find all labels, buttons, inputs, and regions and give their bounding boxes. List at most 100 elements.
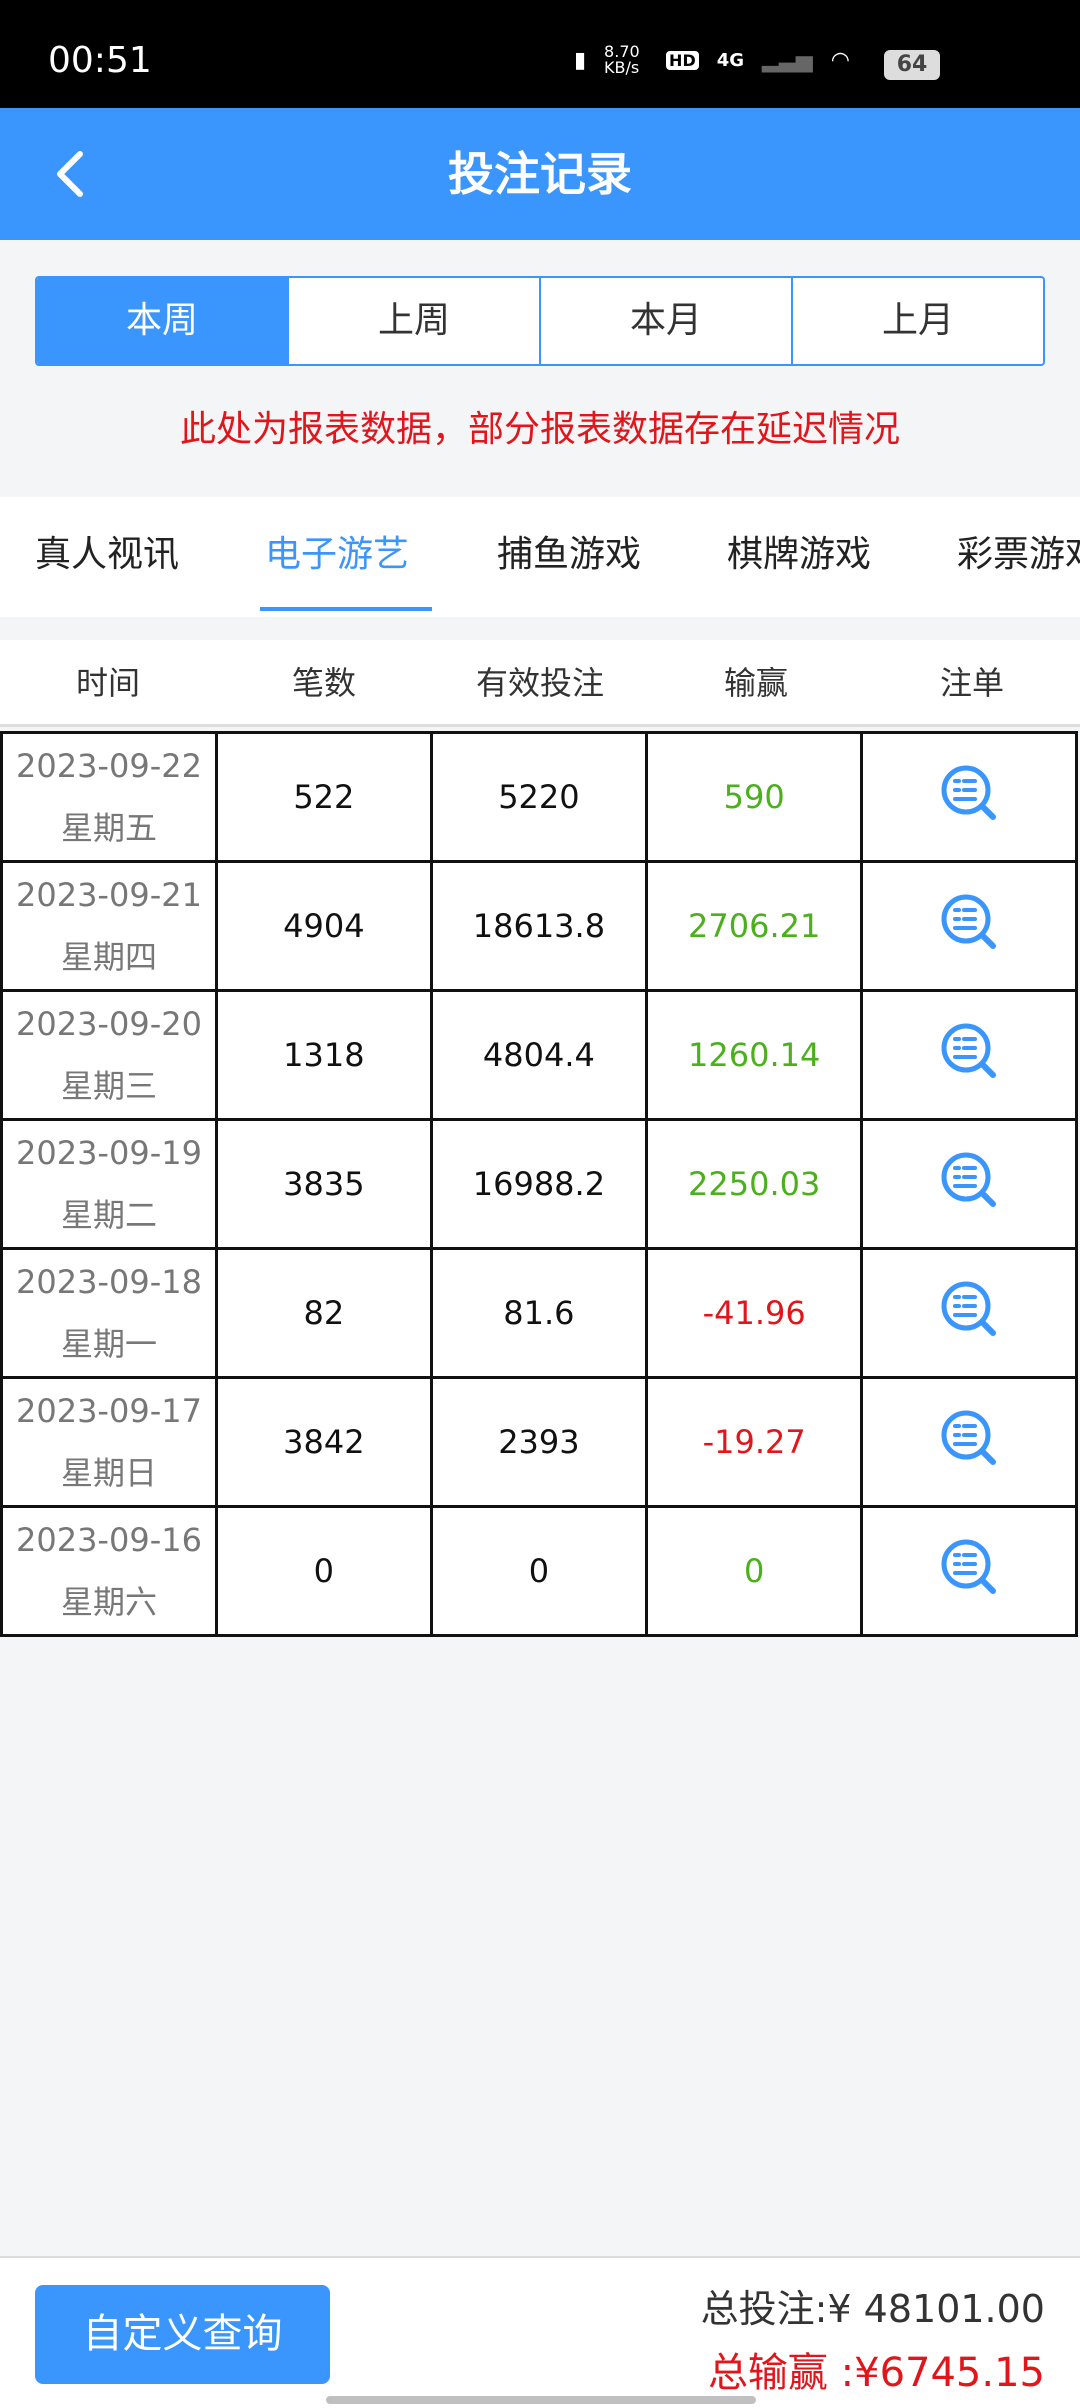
search-list-icon[interactable]	[939, 1281, 999, 1347]
weekday: 星期二	[60, 1196, 157, 1234]
valid-bet-cell: 4804.4	[429, 989, 649, 1121]
table-row: 2023-09-20 星期三 1318 4804.4 1260.14	[0, 989, 1078, 1121]
detail-cell	[860, 1505, 1078, 1637]
table-row: 2023-09-18 星期一 82 81.6 -41.96	[0, 1247, 1078, 1379]
date: 2023-09-16	[15, 1521, 202, 1559]
count-cell: 4904	[214, 860, 433, 992]
weekday: 星期三	[60, 1067, 157, 1105]
footer: 自定义查询 总投注:¥ 48101.00 总输赢 :¥6745.15	[0, 2256, 1080, 2408]
valid-bet-cell: 5220	[429, 731, 649, 863]
count-cell: 3835	[214, 1118, 433, 1250]
search-list-icon[interactable]	[939, 1023, 999, 1089]
weekday: 星期一	[60, 1325, 157, 1363]
network-type: 4G	[716, 49, 745, 71]
valid-bet-cell: 18613.8	[429, 860, 649, 992]
status-bar: 00:51 ▮ 8.70 KB/s HD 4G ▂▃▅ ◠ 64	[0, 0, 1080, 108]
tab-last-month[interactable]: 上月	[791, 278, 1043, 364]
date-cell: 2023-09-20 星期三	[0, 989, 218, 1121]
count-cell: 0	[214, 1505, 433, 1637]
date: 2023-09-17	[15, 1392, 202, 1430]
status-icons: ▮ 8.70 KB/s HD 4G ▂▃▅ ◠	[574, 44, 850, 76]
win-loss-cell: -41.96	[645, 1247, 864, 1379]
date-cell: 2023-09-22 星期五	[0, 731, 218, 863]
tab-last-week[interactable]: 上周	[287, 278, 539, 364]
col-valid-bet: 有效投注	[475, 664, 604, 702]
table-row: 2023-09-22 星期五 522 5220 590	[0, 731, 1078, 863]
search-list-icon[interactable]	[939, 765, 999, 831]
app-header: 投注记录	[0, 108, 1080, 240]
count-cell: 3842	[214, 1376, 433, 1508]
records-table: 2023-09-22 星期五 522 5220 590 2023-09-21 星期四…	[0, 731, 1078, 1637]
period-tabs: 本周 上周 本月 上月	[35, 276, 1045, 366]
tab-fishing[interactable]: 捕鱼游戏	[497, 534, 642, 575]
date-cell: 2023-09-18 星期一	[0, 1247, 218, 1379]
custom-query-button[interactable]: 自定义查询	[35, 2285, 330, 2384]
col-time: 时间	[75, 664, 140, 702]
hd-icon: HD	[666, 50, 699, 70]
tab-live[interactable]: 真人视讯	[35, 534, 180, 575]
search-list-icon[interactable]	[939, 1539, 999, 1605]
detail-cell	[860, 1118, 1078, 1250]
date-cell: 2023-09-19 星期二	[0, 1118, 218, 1250]
weekday: 星期四	[60, 938, 157, 976]
win-loss-cell: -19.27	[645, 1376, 864, 1508]
date: 2023-09-21	[15, 876, 202, 914]
search-list-icon[interactable]	[939, 1152, 999, 1218]
win-loss-cell: 0	[645, 1505, 864, 1637]
table-row: 2023-09-17 星期日 3842 2393 -19.27	[0, 1376, 1078, 1508]
win-loss-cell: 590	[645, 731, 864, 863]
tab-lottery[interactable]: 彩票游戏	[957, 534, 1080, 575]
win-loss-cell: 2250.03	[645, 1118, 864, 1250]
date: 2023-09-18	[15, 1263, 202, 1301]
valid-bet-cell: 81.6	[429, 1247, 649, 1379]
notice-text: 此处为报表数据，部分报表数据存在延迟情况	[179, 409, 900, 450]
battery-icon: 64	[884, 50, 940, 80]
count-cell: 82	[214, 1247, 433, 1379]
tab-card[interactable]: 棋牌游戏	[727, 534, 872, 575]
weekday: 星期六	[60, 1583, 157, 1621]
detail-cell	[860, 731, 1078, 863]
col-detail: 注单	[939, 664, 1004, 702]
page-title: 投注记录	[448, 147, 632, 201]
count-cell: 522	[214, 731, 433, 863]
valid-bet-cell: 2393	[429, 1376, 649, 1508]
count-cell: 1318	[214, 989, 433, 1121]
home-indicator[interactable]	[326, 2396, 756, 2404]
date: 2023-09-19	[15, 1134, 202, 1172]
detail-cell	[860, 1376, 1078, 1508]
detail-cell	[860, 989, 1078, 1121]
active-tab-indicator	[260, 607, 432, 611]
col-win-loss: 输赢	[723, 664, 788, 702]
category-tabs: 真人视讯 电子游艺 捕鱼游戏 棋牌游戏 彩票游戏	[0, 497, 1080, 617]
date-cell: 2023-09-17 星期日	[0, 1376, 218, 1508]
table-header: 时间 笔数 有效投注 输赢 注单	[0, 640, 1080, 727]
tab-slots[interactable]: 电子游艺	[265, 534, 410, 575]
win-loss-cell: 1260.14	[645, 989, 864, 1121]
net-speed: 8.70 KB/s	[604, 42, 640, 77]
col-count: 笔数	[291, 664, 356, 702]
tab-this-month[interactable]: 本月	[539, 278, 791, 364]
date: 2023-09-20	[15, 1005, 202, 1043]
search-list-icon[interactable]	[939, 1410, 999, 1476]
win-loss-cell: 2706.21	[645, 860, 864, 992]
total-bet: 总投注:¥ 48101.00	[700, 2287, 1045, 2331]
table-row: 2023-09-19 星期二 3835 16988.2 2250.03	[0, 1118, 1078, 1250]
weekday: 星期日	[60, 1454, 157, 1492]
date-cell: 2023-09-21 星期四	[0, 860, 218, 992]
wifi-icon: ◠	[830, 47, 850, 73]
table-row: 2023-09-16 星期六 0 0 0	[0, 1505, 1078, 1637]
status-time: 00:51	[48, 40, 152, 81]
search-list-icon[interactable]	[939, 894, 999, 960]
signal-icon: ▂▃▅	[762, 47, 813, 73]
valid-bet-cell: 0	[429, 1505, 649, 1637]
vibrate-icon: ▮	[573, 47, 587, 73]
tab-this-week[interactable]: 本周	[37, 278, 287, 364]
valid-bet-cell: 16988.2	[429, 1118, 649, 1250]
date-cell: 2023-09-16 星期六	[0, 1505, 218, 1637]
detail-cell	[860, 860, 1078, 992]
total-win-loss: 总输赢 :¥6745.15	[707, 2350, 1045, 2396]
table-row: 2023-09-21 星期四 4904 18613.8 2706.21	[0, 860, 1078, 992]
back-icon[interactable]	[48, 146, 98, 202]
detail-cell	[860, 1247, 1078, 1379]
date: 2023-09-22	[15, 747, 202, 785]
